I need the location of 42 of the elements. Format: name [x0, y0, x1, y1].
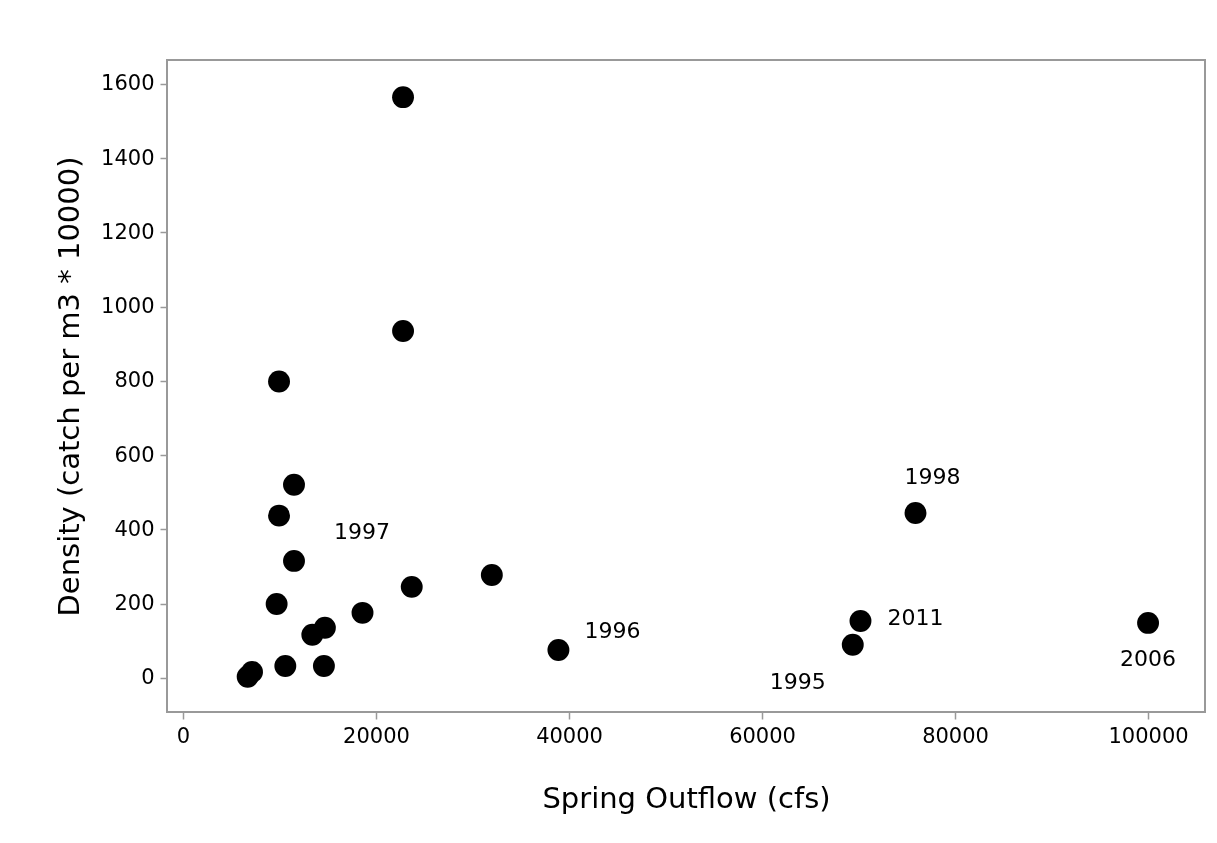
y-tick-label: 1600: [101, 71, 155, 96]
x-tick-label: 20000: [343, 723, 410, 748]
point: [268, 504, 290, 527]
x-axis-title: Spring Outflow (cfs): [542, 780, 831, 815]
point: [283, 473, 305, 496]
point: [1137, 611, 1160, 634]
point: [301, 623, 324, 646]
point: [547, 639, 570, 661]
y-tick-label: 800: [114, 368, 155, 393]
x-tick-label: 60000: [729, 723, 796, 748]
point: [236, 665, 259, 688]
point: [274, 655, 297, 677]
point: [351, 601, 374, 624]
point: [268, 370, 290, 393]
annotation: 2006: [1120, 645, 1177, 671]
y-tick-label: 0: [141, 665, 155, 690]
point: [904, 502, 927, 524]
annotation: 2011: [887, 605, 944, 631]
annotation: 1995: [769, 668, 826, 694]
point: [480, 564, 503, 586]
point: [283, 549, 305, 572]
annotation: 1998: [904, 463, 961, 489]
point: [392, 86, 414, 109]
point: [312, 655, 335, 677]
point: [265, 593, 288, 615]
point: [392, 320, 414, 342]
x-tick-label: 80000: [922, 723, 989, 748]
annotation: 1997: [334, 518, 390, 544]
point: [841, 633, 864, 656]
y-axis-title: Density (catch per m3 * 10000): [52, 156, 87, 617]
y-tick-label: 600: [114, 442, 155, 467]
point: [849, 610, 872, 632]
y-tick-label: 1400: [101, 145, 155, 170]
y-tick-label: 1000: [101, 294, 155, 319]
x-tick-label: 40000: [536, 723, 603, 748]
annotation: 1996: [584, 617, 641, 643]
point: [400, 575, 423, 598]
x-tick-label: 100000: [1108, 723, 1189, 748]
x-tick-label: 0: [176, 723, 191, 748]
y-tick-label: 200: [114, 591, 155, 616]
y-tick-label: 1200: [101, 219, 155, 244]
y-tick-label: 400: [114, 516, 155, 541]
